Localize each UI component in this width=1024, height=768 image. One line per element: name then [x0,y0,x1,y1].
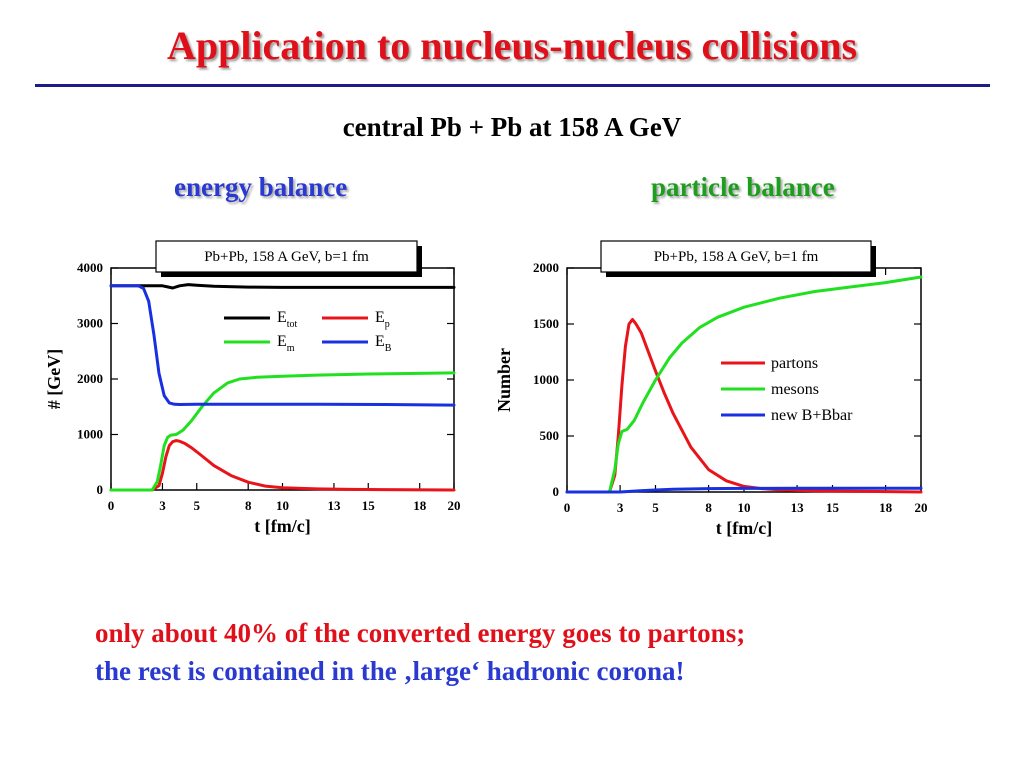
legend-label-subscript: B [385,343,392,354]
title-divider [35,84,990,87]
x-tick-label: 3 [159,498,166,513]
x-tick-label: 8 [705,500,712,515]
y-tick-label: 1000 [77,427,103,442]
chart-title: Pb+Pb, 158 A GeV, b=1 fm [204,249,369,265]
x-tick-label: 5 [652,500,659,515]
x-tick-label: 20 [448,498,461,513]
chart-title-box [600,240,872,273]
x-tick-label: 10 [738,500,751,515]
slide-subtitle: central Pb + Pb at 158 A GeV [342,112,682,142]
legend-label-subscript: p [385,319,390,330]
x-axis-label: t [fm/c] [254,516,310,536]
energy-balance-heading: energy balance [174,172,348,202]
slide-title: Application to nucleus-nucleus collision… [166,23,858,68]
conclusion-line-1: only about 40% of the converted energy g… [95,618,746,648]
x-tick-label: 13 [327,498,341,513]
y-axis-label: Number [494,348,514,412]
x-tick-label: 0 [108,498,115,513]
y-tick-label: 2000 [533,260,559,275]
chart-title: Pb+Pb, 158 A GeV, b=1 fm [654,249,819,265]
x-tick-label: 20 [915,500,928,515]
series-line-1 [565,275,923,494]
y-tick-label: 0 [553,484,560,499]
x-tick-label: 5 [194,498,201,513]
legend-label-subscript: tot [287,319,298,330]
legend-label-main: E [277,333,287,350]
legend-label: Etot [277,309,298,330]
conclusion-line-2: the rest is contained in the ‚large‘ had… [95,656,685,686]
y-tick-label: 4000 [77,260,103,275]
legend-label: partons [771,355,818,372]
legend-label-main: E [375,309,385,326]
particle-balance-heading: particle balance [651,172,835,202]
x-tick-label: 15 [826,500,840,515]
series-line-0 [109,283,456,290]
series-line-2 [109,371,456,492]
x-tick-label: 3 [617,500,624,515]
y-tick-label: 1500 [533,316,559,331]
series-line-0 [565,318,923,494]
plot-frame [110,267,455,491]
chart-title-shadow [161,246,422,277]
chart-title-shadow [606,246,876,277]
x-tick-label: 13 [791,500,805,515]
legend-label: mesons [771,381,819,398]
x-tick-label: 0 [564,500,571,515]
legend-label: new B+Bbar [771,407,853,424]
legend-label-subscript: m [287,343,295,354]
legend-label-main: E [277,309,287,326]
x-tick-label: 15 [362,498,376,513]
y-tick-label: 1000 [533,372,559,387]
series-line-3 [109,284,456,407]
x-tick-label: 18 [413,498,427,513]
y-tick-label: 2000 [77,371,103,386]
chart-title-box [155,240,418,273]
y-tick-label: 0 [97,482,104,497]
legend-label-main: E [375,333,385,350]
x-axis-label: t [fm/c] [716,518,772,538]
y-axis-label: # [GeV] [44,349,64,409]
y-tick-label: 3000 [77,316,103,331]
x-tick-label: 18 [879,500,893,515]
x-tick-label: 8 [245,498,252,513]
x-tick-label: 10 [276,498,289,513]
plot-frame [566,267,922,493]
conclusion-text: only about 40% of the converted energy g… [95,614,745,690]
legend-label: Ep [375,309,390,330]
legend-label: EB [375,333,392,354]
series-line-1 [109,439,456,492]
legend-label: Em [277,333,295,354]
series-line-2 [565,486,923,494]
y-tick-label: 500 [540,428,560,443]
